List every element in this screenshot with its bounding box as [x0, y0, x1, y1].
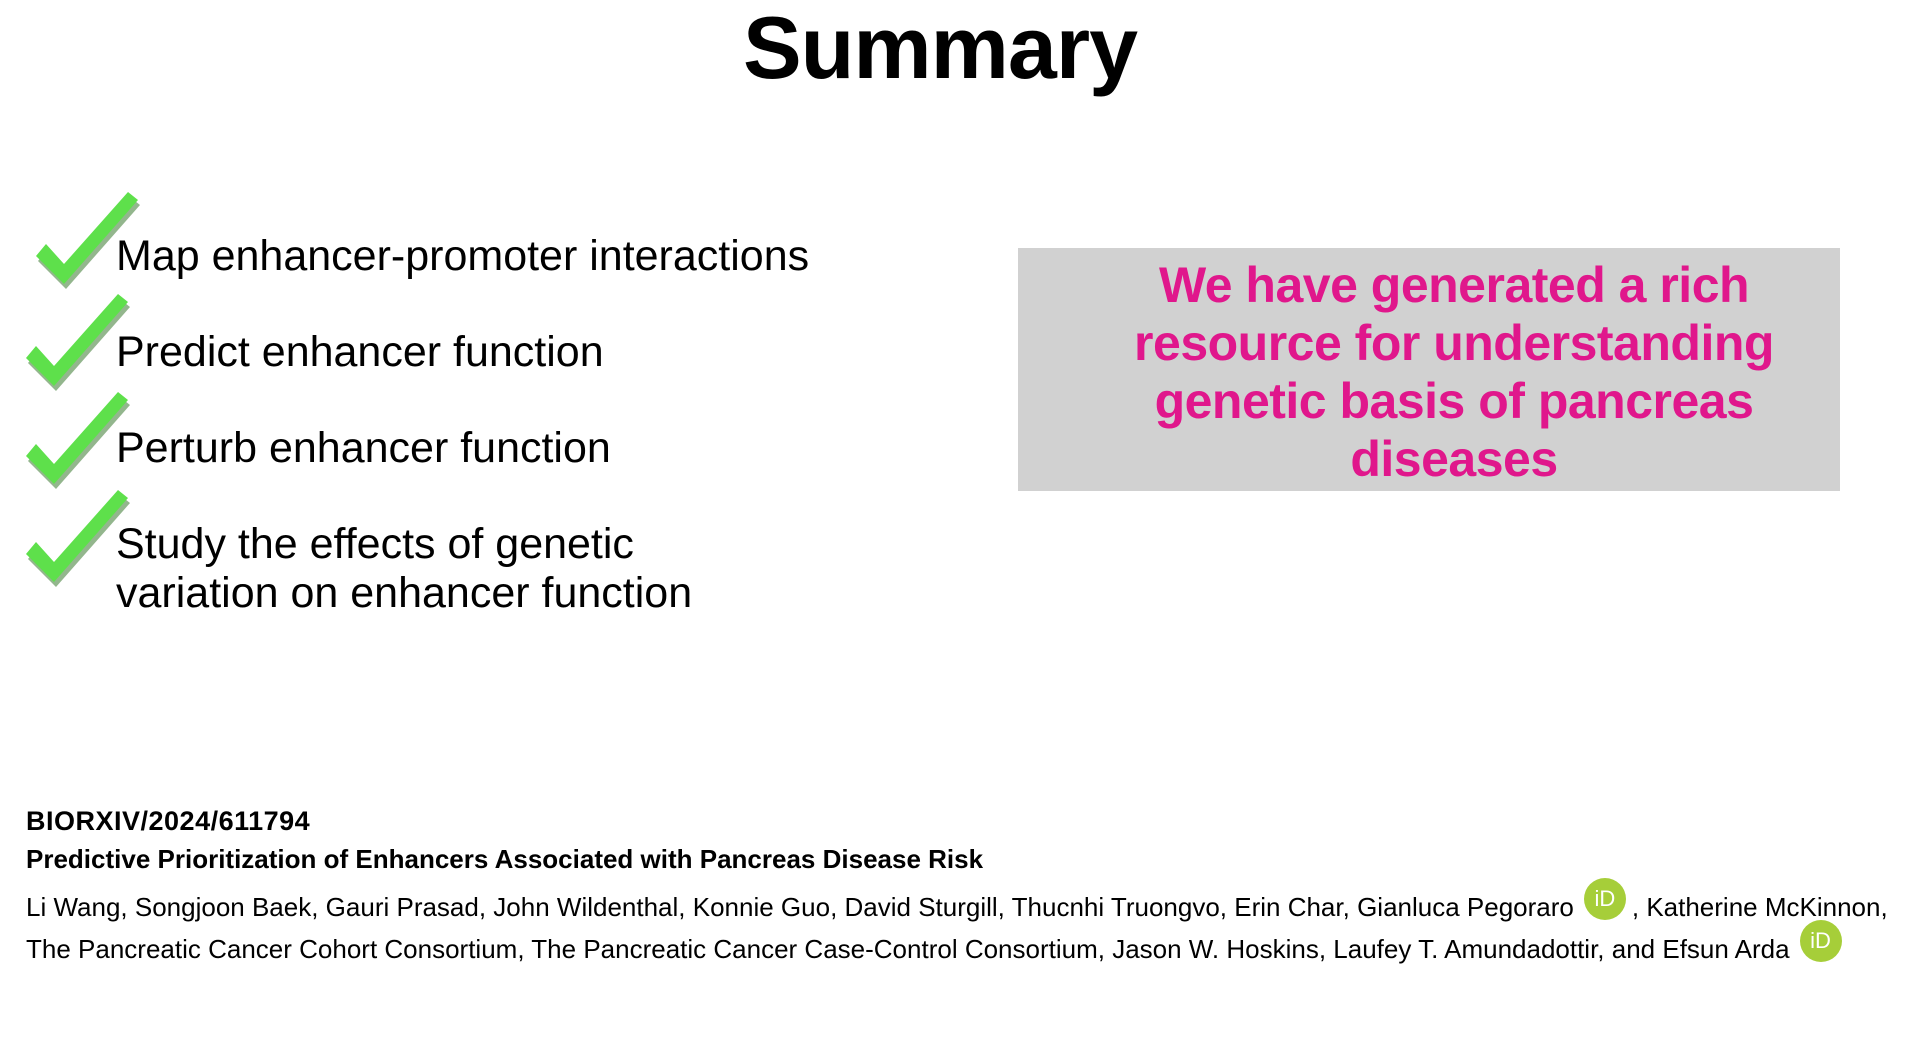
checklist-item-line: Study the effects of genetic: [116, 520, 634, 568]
checklist-item-text: Map enhancer-promoter interactions: [116, 232, 810, 280]
highlight-line: diseases: [1350, 431, 1558, 487]
orcid-icon[interactable]: iD: [1799, 920, 1842, 963]
citation-id: BIORXIV/2024/611794: [26, 806, 311, 836]
checkmark-icon: [26, 490, 130, 587]
checklist-item-text: Predict enhancer function: [116, 328, 604, 376]
authors-text: , Katherine McKinnon, The Pancreatic Can…: [26, 892, 1888, 965]
checkmark-icon: [36, 192, 140, 289]
highlight-text: We have generated a rich resource for un…: [1068, 256, 1840, 488]
authors-text: Li Wang, Songjoon Baek, Gauri Prasad, Jo…: [26, 892, 1574, 922]
highlight-box: We have generated a rich resource for un…: [1018, 248, 1840, 491]
citation-authors: Li Wang, Songjoon Baek, Gauri Prasad, Jo…: [26, 878, 1906, 972]
checklist-item-text: Perturb enhancer function: [116, 424, 611, 472]
citation: BIORXIV/2024/611794 Predictive Prioritiz…: [26, 802, 1906, 972]
citation-title: Predictive Prioritization of Enhancers A…: [26, 844, 984, 874]
orcid-icon[interactable]: iD: [1583, 878, 1626, 921]
checklist-item-text: Study the effects of genetic variation o…: [116, 520, 692, 618]
checklist-item-line: variation on enhancer function: [116, 569, 693, 617]
highlight-line: We have generated a rich: [1158, 257, 1750, 313]
slide-title: Summary: [742, 0, 1138, 97]
highlight-line: resource for understanding: [1134, 315, 1774, 371]
highlight-line: genetic basis of pancreas: [1154, 373, 1754, 429]
checkmark-icon: [26, 294, 130, 391]
checkmark-icon: [26, 392, 130, 489]
